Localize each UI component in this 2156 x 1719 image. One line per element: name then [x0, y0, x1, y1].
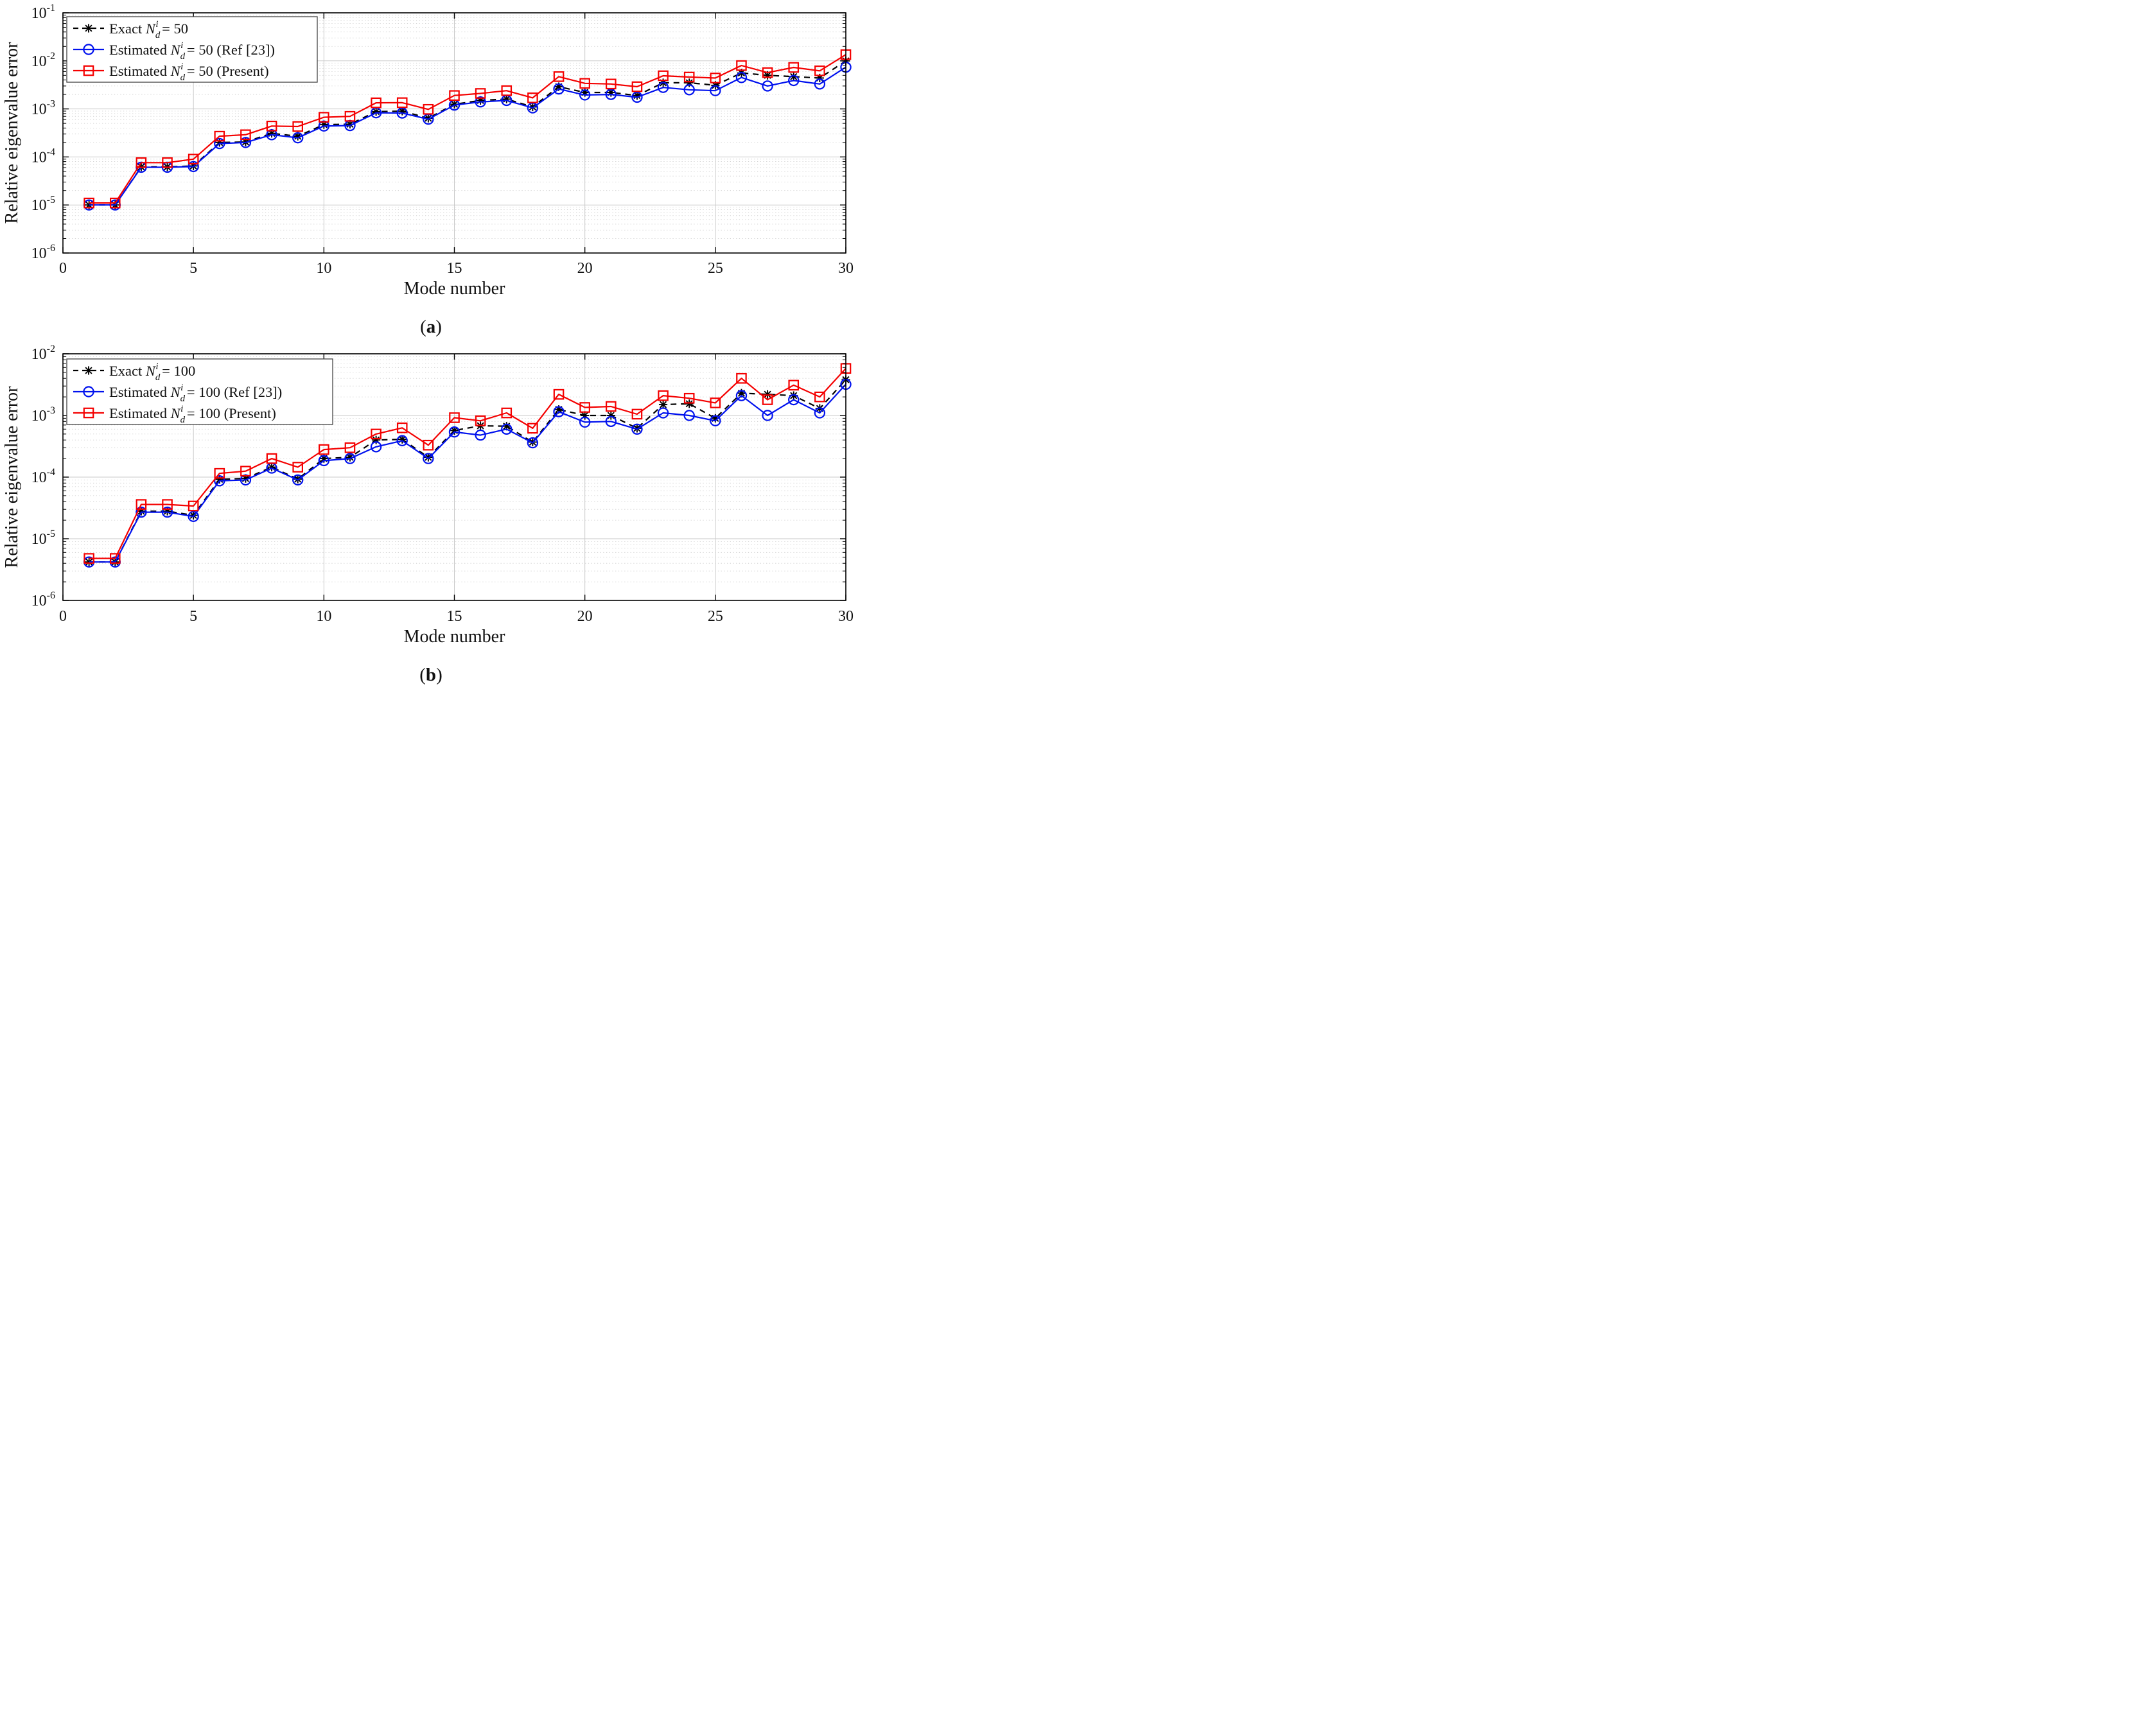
legend-item: Estimated Ndi = 50 (Ref [23]) — [73, 40, 275, 62]
x-tick-label: 20 — [577, 608, 593, 625]
y-axis-label: Relative eigenvalue error — [2, 386, 22, 568]
x-axis-label: Mode number — [404, 627, 506, 647]
y-tick-label: 10-4 — [31, 146, 55, 166]
legend-item: Exact Ndi = 100 — [73, 362, 195, 383]
legend-label: Estimated Ndi = 100 (Ref [23]) — [109, 383, 282, 404]
legend-item: Estimated Ndi = 50 (Present) — [73, 62, 269, 83]
x-axis-label: Mode number — [404, 279, 506, 299]
y-tick-label: 10-5 — [31, 195, 55, 214]
series-ref23 — [83, 378, 852, 568]
legend-item: Estimated Ndi = 100 (Present) — [73, 404, 276, 425]
x-tick-label: 0 — [59, 608, 67, 625]
y-tick-labels: 10-2 10-3 10-4 10-5 10-6 — [31, 344, 55, 609]
legend-label: Estimated Ndi = 50 (Ref [23]) — [109, 40, 275, 62]
y-tick-label: 10-5 — [31, 528, 55, 548]
x-tick-label: 30 — [838, 608, 854, 625]
y-axis-label: Relative eigenvalue error — [2, 42, 22, 224]
series-present — [83, 363, 852, 564]
x-tick-labels: 0 5 10 15 20 25 30 — [59, 260, 854, 277]
series-present — [83, 49, 852, 209]
x-tick-label: 15 — [447, 260, 462, 277]
legend-label: Exact Ndi = 100 — [109, 362, 195, 383]
axis-ticks — [62, 12, 846, 254]
x-tick-label: 10 — [316, 608, 331, 625]
y-tick-label: 10-1 — [31, 3, 55, 22]
figure: 10-1 10-2 10-3 10-4 10-5 10-6 0 5 10 15 20 25 30 Mode… — [0, 0, 863, 688]
legend-item: Exact Ndi = 50 — [73, 19, 188, 40]
y-tick-label: 10-2 — [31, 51, 55, 70]
y-tick-label: 10-6 — [31, 243, 55, 262]
caption-b: (b) — [419, 665, 442, 685]
legend-box — [66, 358, 333, 425]
legend-label: Estimated Ndi = 100 (Present) — [109, 404, 276, 425]
x-tick-label: 25 — [708, 608, 723, 625]
chart-b: 10-2 10-3 10-4 10-5 10-60 5 10 15 20 25 30 Mode num… — [2, 344, 854, 685]
eigenvalue-error-figure: 10-110-210-310-410-510-60 5 10 15 20 25 30Mode… — [2, 3, 854, 685]
x-tick-label: 5 — [189, 608, 197, 625]
legend-item: Estimated Ndi = 100 (Ref [23]) — [73, 383, 282, 404]
caption-a: (a) — [420, 317, 442, 337]
x-tick-label: 20 — [577, 260, 593, 277]
y-tick-labels: 10-1 10-2 10-3 10-4 10-5 10-6 — [31, 3, 55, 262]
y-tick-label: 10-6 — [31, 590, 55, 609]
x-tick-label: 0 — [59, 260, 67, 277]
x-tick-label: 5 — [189, 260, 197, 277]
axis-ticks — [62, 353, 846, 601]
legend-label: Estimated Ndi = 50 (Present) — [109, 62, 269, 83]
y-tick-label: 10-3 — [31, 99, 55, 118]
y-tick-label: 10-3 — [31, 405, 55, 424]
chart-a: 10-1 10-2 10-3 10-4 10-5 10-60 5 10 15 20 25 30 Mode… — [2, 3, 854, 337]
legend-box — [66, 16, 318, 83]
x-tick-label: 10 — [316, 260, 331, 277]
y-tick-label: 10-4 — [31, 467, 55, 486]
legend-label: Exact Ndi = 50 — [109, 19, 188, 40]
series-ref23 — [83, 61, 852, 211]
y-tick-label: 10-2 — [31, 344, 55, 363]
x-tick-label: 30 — [838, 260, 854, 277]
x-tick-label: 15 — [447, 608, 462, 625]
x-tick-label: 25 — [708, 260, 723, 277]
x-tick-labels: 0 5 10 15 20 25 30 — [59, 608, 854, 625]
